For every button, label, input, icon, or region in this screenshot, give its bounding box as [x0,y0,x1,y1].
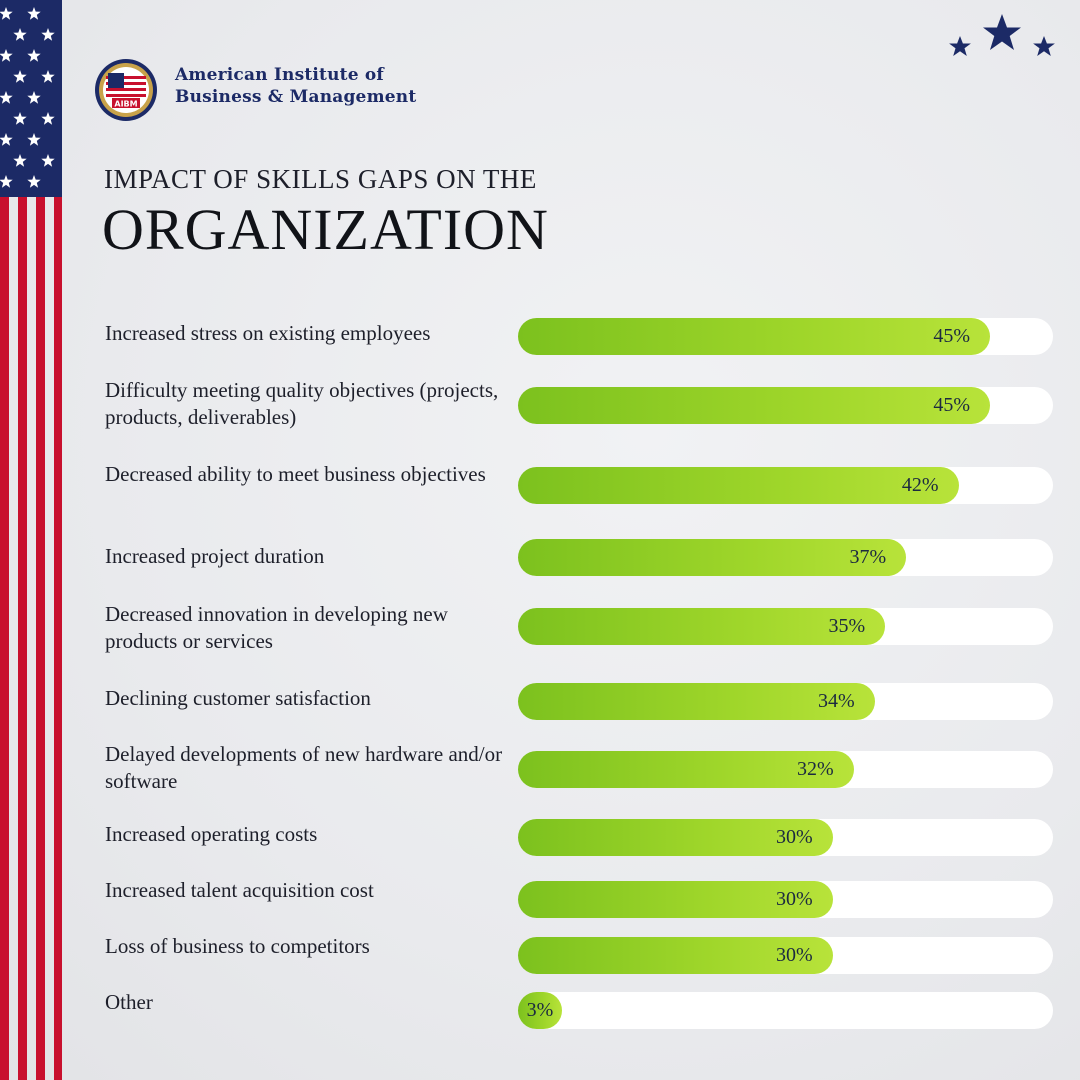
category-label: Increased talent acquisition cost [105,878,374,902]
aibm-logo: AIBM [95,59,157,121]
bar-track: 45% [518,387,1053,424]
bar-track: 34% [518,683,1053,720]
bar-value-label: 34% [817,690,855,712]
organization-name-line1: American Institute of [175,65,384,85]
bar [518,819,833,856]
bar-track: 35% [518,608,1053,645]
flag-stars-icon [0,7,55,188]
bar-track: 42% [518,467,1053,504]
bar-track: 45% [518,318,1053,355]
bar [518,992,562,1029]
us-flag-strip [0,0,62,1080]
bar-track: 32% [518,751,1053,788]
category-label: Decreased innovation in developing new p… [105,602,448,653]
bar-value-label: 30% [776,888,813,910]
bar-track: 30% [518,881,1053,918]
bar-value-label: 30% [776,826,813,848]
bar-track: 37% [518,539,1053,576]
bar-value-label: 3% [526,999,554,1021]
bar [518,318,991,355]
bar-value-label: 45% [933,394,971,416]
bar-value-label: 42% [901,474,939,496]
bar-value-label: 35% [828,615,866,637]
category-label: Delayed developments of new hardware and… [105,742,503,793]
bar-track: 30% [518,819,1053,856]
three-stars-icon [949,14,1055,56]
category-label: Loss of business to competitors [105,934,370,958]
bar [518,608,886,645]
flag-canton [0,0,62,197]
bar-value-label: 30% [776,944,813,966]
bar [518,539,907,576]
category-label: Declining customer satisfaction [105,686,371,710]
bar [518,387,991,424]
organization-name: American Institute of Business & Managem… [175,64,416,108]
chart-title-line2: ORGANIZATION [102,197,549,262]
logo-text: AIBM [114,100,137,109]
category-label: Increased project duration [105,544,325,568]
category-label: Difficulty meeting quality objectives (p… [105,378,499,429]
chart-title-line1: IMPACT OF SKILLS GAPS ON THE [104,164,537,194]
organization-name-line2: Business & Management [175,87,417,107]
bar-value-label: 37% [849,546,887,568]
category-label: Other [105,990,153,1014]
bar [518,751,854,788]
category-label: Increased stress on existing employees [105,321,431,345]
bar [518,683,875,720]
flag-stripes [0,197,62,1080]
bar-track: 3% [518,992,1053,1029]
bar [518,937,833,974]
bar-value-label: 45% [933,325,971,347]
category-label: Decreased ability to meet business objec… [105,462,486,486]
bar-track: 30% [518,937,1053,974]
bar [518,881,833,918]
bar-value-label: 32% [797,758,834,780]
bar [518,467,959,504]
category-label: Increased operating costs [105,822,318,846]
